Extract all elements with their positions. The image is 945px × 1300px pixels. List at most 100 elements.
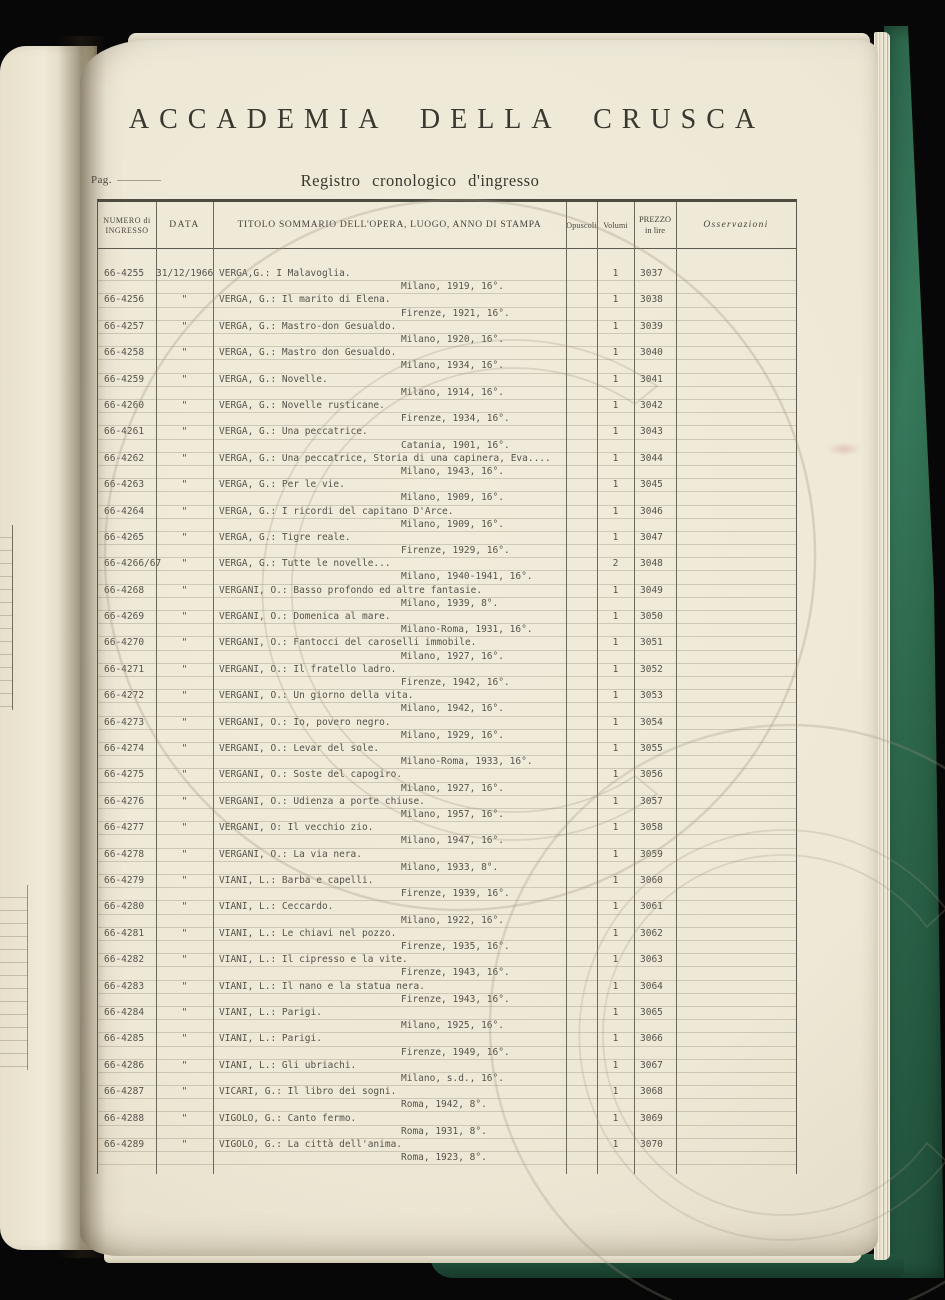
row-number: 66-4260	[104, 399, 145, 411]
table-row: 66-4286 " VIANI, L.: Gli ubriachi. 1 306…	[98, 1059, 796, 1087]
table-row: 66-4270 " VERGANI, O.: Fantocci del caro…	[98, 637, 796, 664]
row-opuscoli	[566, 426, 597, 439]
row-number: 66-4261	[104, 426, 145, 438]
row-main-line: 66-4277 " VERGANI, O: Il vecchio zio. 1 …	[98, 822, 796, 836]
table-row: 66-4262 " VERGA, G.: Una peccatrice, Sto…	[98, 452, 796, 480]
row-title: VERGANI, O.: Domenica al mare.	[219, 611, 391, 623]
row-title: VERGA,G.: I Malavoglia.	[219, 268, 351, 279]
table-row: 66-4287 " VICARI, G.: Il libro dei sogni…	[98, 1086, 796, 1113]
row-imprint-line: Milano, 1943, 16°.	[98, 465, 796, 480]
row-osservazioni	[676, 585, 796, 598]
row-prezzo: 3068	[640, 1086, 663, 1098]
row-number: 66-4262	[104, 452, 145, 464]
row-opuscoli	[566, 453, 597, 466]
row-osservazioni	[676, 1113, 796, 1126]
row-main-line: 66-4273 " VERGANI, O.: Io, povero negro.…	[98, 717, 796, 730]
header-numero-ingresso: NUMERO di INGRESSO	[103, 215, 151, 235]
row-main-line: 66-4282 " VIANI, L.: Il cipresso e la vi…	[98, 954, 796, 968]
row-volumi: 1	[612, 505, 619, 517]
row-number: 66-4272	[104, 690, 145, 702]
row-imprint-line: Milano, 1919, 16°.	[98, 281, 796, 295]
row-title: VIANI, L.: Barba e capelli.	[219, 874, 374, 886]
row-prezzo: 3046	[640, 505, 663, 517]
row-title: VIANI, L.: Il cipresso e la vite.	[219, 954, 408, 966]
row-prezzo: 3047	[640, 531, 663, 543]
row-title: VIANI, L.: Parigi.	[219, 1033, 322, 1045]
row-prezzo: 3070	[640, 1138, 663, 1150]
header-prezzo: PREZZO in lire	[638, 214, 672, 235]
row-imprint-line: Milano-Roma, 1933, 16°.	[98, 756, 796, 770]
row-prezzo: 3043	[640, 426, 663, 438]
row-imprint: Firenze, 1935, 16°.	[401, 940, 510, 952]
row-prezzo: 3064	[640, 980, 663, 992]
table-row: 66-4266/67 " VERGA, G.: Tutte le novelle…	[98, 558, 796, 585]
row-number: 66-4255	[104, 268, 145, 279]
row-imprint-line: Milano, 1909, 16°.	[98, 519, 796, 532]
row-main-line: 66-4274 " VERGANI, O.: Levar del sole. 1…	[98, 743, 796, 757]
table-row: 66-4261 " VERGA, G.: Una peccatrice. 1 3…	[98, 426, 796, 453]
row-date: "	[181, 611, 188, 623]
row-number: 66-4284	[104, 1006, 145, 1018]
row-title: VERGA, G.: Mastro-don Gesualdo.	[219, 320, 397, 332]
row-imprint-line: Firenze, 1949, 16°.	[98, 1047, 796, 1060]
row-main-line: 66-4266/67 " VERGA, G.: Tutte le novelle…	[98, 558, 796, 572]
page-title: ACCADEMIA DELLA CRUSCA	[128, 104, 766, 135]
row-opuscoli	[566, 374, 597, 387]
row-imprint: Firenze, 1921, 16°.	[401, 307, 510, 319]
page-bottom-edge	[104, 1252, 862, 1263]
row-volumi: 1	[612, 901, 619, 913]
row-volumi: 1	[612, 268, 619, 279]
row-title: VICARI, G.: Il libro dei sogni.	[219, 1086, 397, 1098]
row-imprint-line: Milano, 1933, 8°.	[98, 862, 796, 875]
header-osservazioni: Osservazioni	[703, 220, 769, 230]
row-imprint: Milano, 1909, 16°.	[401, 518, 504, 530]
row-date: "	[181, 769, 188, 781]
row-prezzo: 3063	[640, 954, 663, 966]
row-date: "	[181, 505, 188, 517]
table-row: 66-4269 " VERGANI, O.: Domenica al mare.…	[98, 611, 796, 638]
row-opuscoli	[566, 611, 597, 624]
row-prezzo: 3048	[640, 558, 663, 570]
row-prezzo: 3056	[640, 769, 663, 781]
row-volumi: 1	[612, 822, 619, 834]
row-title: VERGANI, O.: Fantocci del caroselli immo…	[219, 637, 477, 649]
row-main-line: 66-4255 31/12/1966 VERGA,G.: I Malavogli…	[98, 268, 796, 282]
row-imprint: Firenze, 1934, 16°.	[401, 413, 510, 425]
row-osservazioni	[676, 954, 796, 967]
row-title: VERGA, G.: Novelle rusticane.	[219, 399, 385, 411]
row-osservazioni	[676, 875, 796, 888]
row-opuscoli	[566, 294, 597, 307]
header-data: DATA	[169, 220, 200, 230]
row-volumi: 1	[612, 769, 619, 781]
row-title: VERGANI, O.: Soste del capogiro.	[219, 769, 403, 781]
row-date: "	[181, 479, 188, 491]
row-volumi: 1	[612, 1059, 619, 1071]
row-osservazioni	[676, 294, 796, 307]
row-osservazioni	[676, 1033, 796, 1046]
row-main-line: 66-4272 " VERGANI, O.: Un giorno della v…	[98, 690, 796, 704]
table-row: 66-4265 " VERGA, G.: Tigre reale. 1 3047…	[98, 531, 796, 559]
row-volumi: 1	[612, 531, 619, 543]
row-date: "	[181, 637, 188, 649]
row-number: 66-4270	[104, 637, 145, 649]
row-main-line: 66-4271 " VERGANI, O.: Il fratello ladro…	[98, 664, 796, 678]
row-number: 66-4258	[104, 347, 145, 359]
row-volumi: 1	[612, 637, 619, 649]
row-imprint-line: Milano, 1927, 16°.	[98, 651, 796, 664]
row-imprint: Catania, 1901, 16°.	[401, 439, 510, 451]
row-osservazioni	[676, 637, 796, 650]
row-opuscoli	[566, 1033, 597, 1046]
row-opuscoli	[566, 558, 597, 571]
row-number: 66-4281	[104, 927, 145, 939]
row-imprint: Milano, 1943, 16°.	[401, 465, 504, 477]
row-main-line: 66-4276 " VERGANI, O.: Udienza a porte c…	[98, 796, 796, 809]
table-row: 66-4268 " VERGANI, O.: Basso profondo ed…	[98, 585, 796, 612]
table-body-rows: 66-4255 31/12/1966 VERGA,G.: I Malavogli…	[98, 249, 796, 1174]
row-number: 66-4276	[104, 795, 145, 807]
row-prezzo: 3062	[640, 927, 663, 939]
row-osservazioni	[676, 268, 796, 281]
row-prezzo: 3058	[640, 822, 663, 834]
row-date: "	[181, 399, 188, 411]
row-prezzo: 3038	[640, 294, 663, 306]
